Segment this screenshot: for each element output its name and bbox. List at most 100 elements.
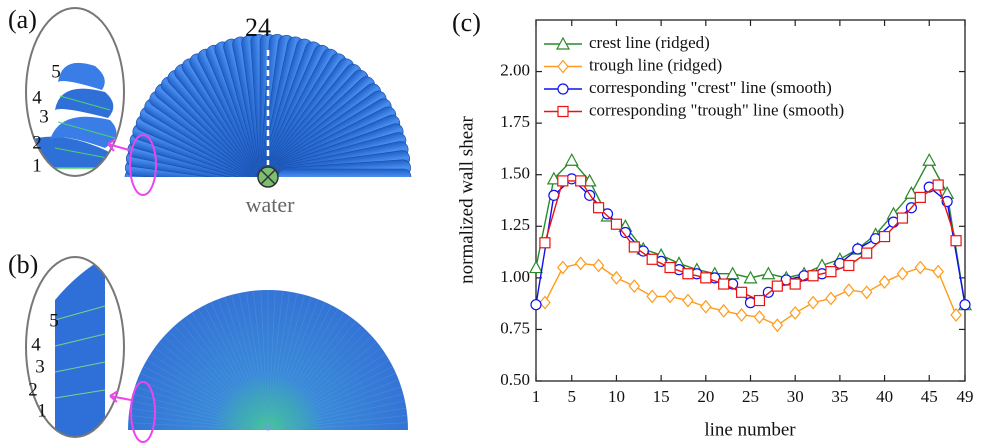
line-index: 1: [37, 400, 47, 421]
marker: [950, 235, 962, 247]
disk-line: [137, 379, 269, 431]
legend-marker: [557, 59, 569, 74]
disk-line: [267, 325, 362, 431]
marker: [575, 175, 587, 187]
marker: [825, 291, 837, 306]
disk-line: [150, 353, 269, 431]
disk-line: [267, 386, 402, 431]
line-number-label: 24: [245, 13, 271, 42]
disk-line: [267, 353, 386, 431]
marker: [743, 270, 758, 284]
disk-line: [267, 305, 332, 431]
marker: [582, 173, 597, 187]
disk-line: [168, 330, 269, 431]
marker: [564, 153, 579, 166]
marker: [664, 289, 676, 304]
zoom-region-a: [129, 134, 157, 196]
marker: [557, 175, 569, 187]
disk-line: [134, 386, 269, 431]
disk-line: [267, 294, 305, 431]
disk-line: [267, 302, 326, 431]
marker: [914, 260, 927, 275]
inlet-label: water: [246, 192, 296, 217]
disk-line: [267, 336, 373, 431]
y-tick-label: 2.00: [500, 60, 530, 79]
disk-line: [146, 359, 269, 431]
marker: [753, 310, 766, 324]
disk-line: [267, 321, 357, 431]
disk-line: [197, 308, 269, 431]
marker: [628, 279, 641, 294]
marker: [861, 247, 873, 259]
marker: [574, 256, 587, 271]
y-tick-label: 1.75: [500, 112, 530, 131]
marker: [619, 226, 631, 239]
zoom-region-b: [130, 381, 156, 443]
marker: [922, 153, 937, 166]
series-line: [535, 177, 966, 305]
disk-line: [191, 312, 269, 431]
marker: [646, 253, 658, 265]
ridged-fan: [124, 33, 412, 177]
disk-line: [267, 293, 298, 431]
marker: [610, 270, 623, 285]
disk-lines: [128, 290, 408, 431]
disk-line: [238, 293, 269, 431]
y-tick-label: 1.00: [500, 267, 530, 286]
x-tick-label: 45: [921, 387, 938, 406]
marker: [896, 266, 909, 281]
marker: [700, 299, 712, 314]
disk-line: [267, 290, 276, 431]
disk-line: [267, 312, 345, 431]
disk-line: [140, 372, 269, 431]
x-tick-label: 5: [568, 387, 577, 406]
legend-marker: [557, 83, 569, 95]
marker: [682, 268, 694, 280]
disk-line: [267, 347, 382, 431]
marker: [771, 318, 784, 333]
marker: [789, 305, 801, 320]
marker: [753, 294, 766, 307]
marker: [825, 266, 837, 278]
marker: [843, 259, 855, 272]
disk-line: [217, 299, 269, 431]
marker: [904, 186, 919, 199]
disk-line: [179, 321, 269, 431]
marker: [700, 272, 712, 284]
x-tick-label: 30: [787, 387, 804, 406]
disk-line: [159, 341, 269, 431]
disk-line: [210, 302, 269, 431]
marker: [592, 202, 605, 214]
marker: [557, 260, 569, 275]
disk-line: [267, 308, 339, 431]
legend-marker: [557, 105, 569, 118]
line-index: 3: [35, 356, 45, 377]
line-index: 1: [32, 155, 42, 176]
marker: [860, 285, 873, 300]
marker: [932, 179, 944, 191]
marker: [932, 264, 944, 279]
disk-line: [267, 316, 351, 431]
marker: [664, 261, 676, 274]
inset-a: [25, 7, 125, 177]
line-index: 4: [32, 87, 42, 108]
disk-line: [224, 296, 269, 431]
x-tick-label: 10: [608, 387, 625, 406]
zoom-arrow-a: [107, 138, 130, 152]
marker: [789, 278, 801, 290]
disk-line: [267, 291, 291, 431]
y-tick-label: 1.50: [500, 164, 530, 183]
disk-line: [154, 347, 269, 431]
y-axis-title: normalized wall shear: [456, 115, 477, 283]
disk-line: [267, 372, 396, 431]
panel-label: (c): [452, 8, 481, 37]
marker: [717, 303, 730, 318]
marker: [807, 295, 819, 310]
marker: [771, 280, 783, 292]
zoom-arrow-b: [109, 390, 132, 403]
inlet-cross: [260, 169, 276, 185]
disk-line: [267, 341, 377, 431]
marker: [959, 299, 971, 311]
y-tick-label: 1.25: [500, 215, 530, 234]
